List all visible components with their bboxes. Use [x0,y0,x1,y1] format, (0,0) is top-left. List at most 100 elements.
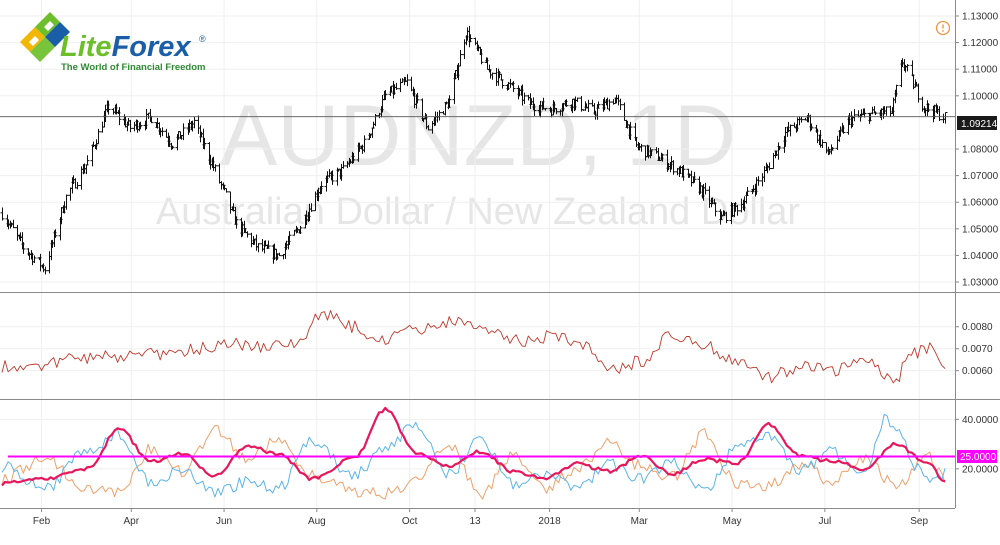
x-tick-label: Apr [124,516,140,527]
ohlc-bar [111,108,116,115]
x-tick-label: Aug [308,516,326,527]
last-price-value: 1.09214 [961,119,998,130]
ohlc-bar [639,143,644,152]
horizontal-grid [0,15,955,470]
ohlc-bar [490,72,495,80]
ohlc-bar [287,231,292,246]
ohlc-bar [146,112,151,119]
ohlc-bar [362,135,367,153]
ohlc-bar [841,125,846,134]
ohlc-bar [234,216,239,229]
ohlc-bar [941,113,946,124]
ohlc-bar [522,92,527,105]
ohlc-bar [532,103,537,116]
ohlc-bar [266,240,271,249]
ohlc-bar [724,211,729,224]
vertical-grid [41,0,920,508]
x-tick-label: 2018 [538,516,561,527]
ohlc-bar [797,116,802,126]
x-tick-label: Mar [631,516,649,527]
adx-line [1,406,946,487]
level-label: 25.0000 [957,450,997,463]
ohlc-bar [245,231,250,238]
ohlc-bar [884,106,889,116]
ohlc-bar [73,178,78,189]
exclamation-circle-icon[interactable] [935,20,951,36]
ohlc-bar [18,232,23,242]
y-tick-label: 1.03000 [962,278,999,289]
ohlc-bar [383,89,388,101]
logo-tagline: The World of Financial Freedom [61,62,205,73]
ohlc-bar [799,116,804,123]
y-tick-label: 1.07000 [962,171,999,182]
x-tick-label: Jun [216,516,232,527]
ohlc-bar [68,187,73,201]
ohlc-bar [181,123,186,141]
ohlc-bar [96,128,101,145]
ohlc-bar [106,100,111,115]
ohlc-bar [926,103,931,113]
ohlc-bar [415,92,420,104]
volatility-line [1,310,946,384]
ohlc-bar [373,114,378,127]
y-tick-label: 1.12000 [962,38,999,49]
price-axis[interactable]: 1.13000 1.12000 1.11000 1.10000 1.08000 1.070… [955,11,999,475]
ohlc-bar [473,37,478,46]
ohlc-bar [75,181,80,190]
ohlc-bar [943,111,948,124]
y-tick-label: 1.05000 [962,224,999,235]
ohlc-bar [762,166,767,182]
ohlc-bar [254,234,259,251]
ohlc-bar [213,164,218,172]
y-tick-label: 0.0060 [962,366,993,377]
ohlc-bar [660,153,665,162]
ohlc-bar [90,144,95,167]
ohlc-bar [862,108,867,118]
ohlc-bar [586,99,591,112]
ohlc-bar [607,99,612,112]
ohlc-bar [426,125,431,131]
ohlc-bar [405,74,410,87]
ohlc-bar [554,107,559,115]
ohlc-bar [138,121,143,130]
ohlc-bar [564,99,569,107]
ohlc-bar [32,255,37,263]
ohlc-bar [0,207,5,221]
ohlc-bar [835,135,840,150]
ohlc-bar [309,203,314,212]
ohlc-bar [788,124,793,137]
ohlc-bar [170,145,175,150]
volatility-pane [1,310,946,384]
ohlc-bar [628,121,633,140]
ohlc-bar [910,60,915,77]
ohlc-bar [756,176,761,186]
ohlc-bar [447,95,452,108]
x-tick-label: 13 [469,516,481,527]
ohlc-bar [916,83,921,103]
ohlc-bar [830,147,835,151]
liteforex-logo: LiteForex ® The World of Financial Freed… [20,12,206,73]
ohlc-bar [47,251,52,274]
ohlc-bar [820,139,825,148]
time-axis[interactable]: Feb Apr Jun Aug Oct 13 2018 Mar May Jul Sep [33,508,929,527]
ohlc-bar [85,155,90,166]
y-tick-label: 1.10000 [962,91,999,102]
ohlc-bar [618,98,623,111]
ohlc-bar [511,81,516,93]
ohlc-bar [596,101,601,109]
x-tick-label: Feb [33,516,51,527]
ohlc-bar [894,84,899,97]
ohlc-bar [735,204,740,216]
ohlc-bar [224,188,229,193]
ohlc-bar [468,34,473,43]
ohlc-series [0,25,948,275]
ohlc-bar [767,162,772,171]
y-tick-label: 1.08000 [962,145,999,156]
watermark-symbol: AUDNZD, 1D [220,88,736,184]
ohlc-bar [713,202,718,217]
ohlc-bar [852,109,857,122]
x-tick-label: May [723,516,742,527]
y-tick-label: 20.0000 [962,464,999,475]
ohlc-bar [277,252,282,257]
y-tick-label: 1.06000 [962,198,999,209]
